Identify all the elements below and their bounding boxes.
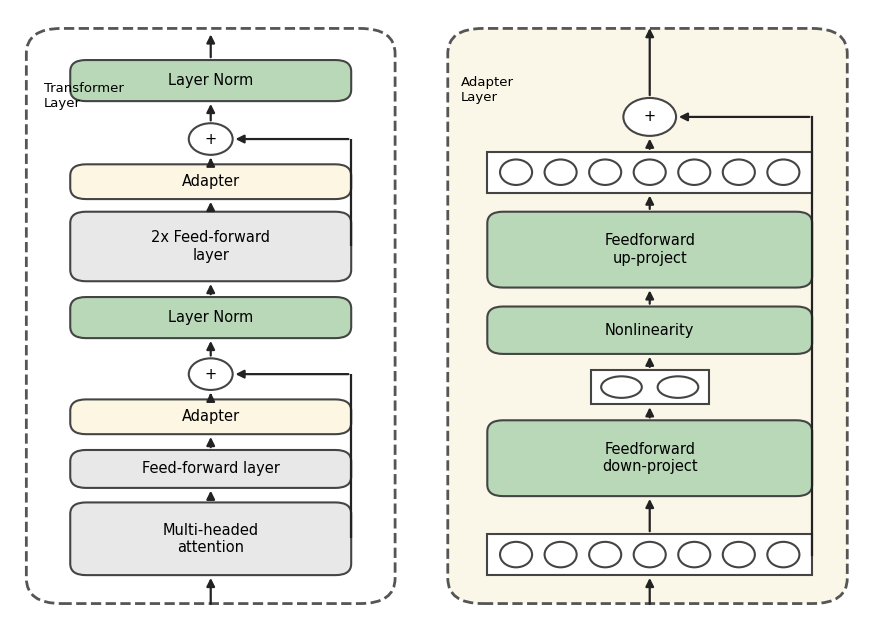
FancyBboxPatch shape bbox=[70, 450, 351, 488]
FancyBboxPatch shape bbox=[70, 60, 351, 101]
Text: Nonlinearity: Nonlinearity bbox=[604, 323, 694, 337]
FancyBboxPatch shape bbox=[487, 420, 811, 496]
Ellipse shape bbox=[657, 376, 697, 398]
Text: Adapter
Layer: Adapter Layer bbox=[460, 76, 513, 104]
Circle shape bbox=[189, 123, 232, 155]
Text: Multi-headed
attention: Multi-headed attention bbox=[162, 523, 259, 555]
Ellipse shape bbox=[722, 159, 754, 185]
Bar bbox=[487, 152, 811, 193]
Ellipse shape bbox=[766, 542, 798, 568]
Ellipse shape bbox=[722, 542, 754, 568]
Ellipse shape bbox=[588, 542, 621, 568]
Ellipse shape bbox=[677, 159, 709, 185]
FancyBboxPatch shape bbox=[70, 297, 351, 338]
FancyBboxPatch shape bbox=[447, 28, 846, 604]
Text: +: + bbox=[204, 131, 217, 147]
Bar bbox=[590, 370, 708, 404]
Ellipse shape bbox=[601, 376, 641, 398]
FancyBboxPatch shape bbox=[70, 399, 351, 434]
Text: Layer Norm: Layer Norm bbox=[168, 73, 253, 88]
Circle shape bbox=[189, 358, 232, 390]
FancyBboxPatch shape bbox=[70, 164, 351, 199]
FancyBboxPatch shape bbox=[70, 212, 351, 281]
Ellipse shape bbox=[677, 542, 709, 568]
Bar bbox=[487, 534, 811, 575]
Ellipse shape bbox=[633, 159, 665, 185]
Text: Feed-forward layer: Feed-forward layer bbox=[141, 461, 280, 477]
Text: Transformer
Layer: Transformer Layer bbox=[44, 82, 124, 110]
FancyBboxPatch shape bbox=[26, 28, 395, 604]
Text: Adapter: Adapter bbox=[182, 410, 239, 424]
Ellipse shape bbox=[500, 159, 531, 185]
Ellipse shape bbox=[633, 542, 665, 568]
Text: Feedforward
down-project: Feedforward down-project bbox=[602, 442, 696, 475]
Text: Layer Norm: Layer Norm bbox=[168, 310, 253, 325]
Text: Feedforward
up-project: Feedforward up-project bbox=[603, 233, 695, 266]
FancyBboxPatch shape bbox=[487, 307, 811, 354]
Text: Adapter: Adapter bbox=[182, 174, 239, 189]
Ellipse shape bbox=[588, 159, 621, 185]
FancyBboxPatch shape bbox=[70, 502, 351, 575]
Ellipse shape bbox=[500, 542, 531, 568]
Text: 2x Feed-forward
layer: 2x Feed-forward layer bbox=[151, 230, 270, 263]
FancyBboxPatch shape bbox=[487, 212, 811, 288]
Circle shape bbox=[623, 98, 675, 136]
Ellipse shape bbox=[544, 542, 576, 568]
Ellipse shape bbox=[544, 159, 576, 185]
Text: +: + bbox=[204, 367, 217, 382]
Ellipse shape bbox=[766, 159, 798, 185]
Text: +: + bbox=[643, 109, 655, 125]
